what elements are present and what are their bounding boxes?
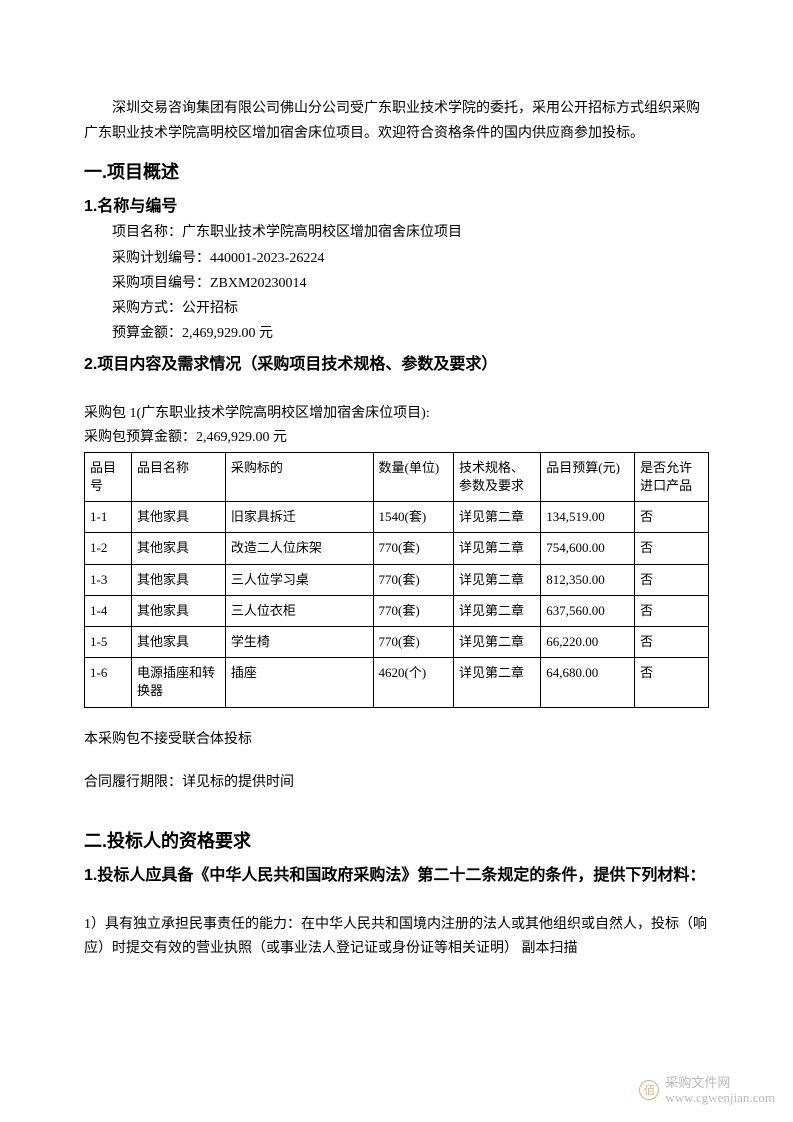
table-cell: 其他家具 bbox=[131, 595, 225, 626]
th-item-no: 品目号 bbox=[85, 452, 132, 501]
table-cell: 134,519.00 bbox=[541, 502, 635, 533]
package-title: 采购包 1(广东职业技术学院高明校区增加宿舍床位项目): bbox=[84, 402, 709, 426]
table-cell: 64,680.00 bbox=[541, 658, 635, 707]
section1-sub2-heading: 2.项目内容及需求情况（采购项目技术规格、参数及要求） bbox=[84, 350, 709, 374]
table-cell: 详见第二章 bbox=[454, 595, 541, 626]
table-cell: 1-1 bbox=[85, 502, 132, 533]
table-cell: 否 bbox=[635, 627, 709, 658]
table-cell: 否 bbox=[635, 658, 709, 707]
section2-title: 二.投标人的资格要求 bbox=[84, 827, 709, 853]
table-cell: 1-5 bbox=[85, 627, 132, 658]
method-line: 采购方式：公开招标 bbox=[84, 296, 709, 321]
table-cell: 1-3 bbox=[85, 564, 132, 595]
table-cell: 其他家具 bbox=[131, 502, 225, 533]
package-budget: 采购包预算金额：2,469,929.00 元 bbox=[84, 426, 709, 450]
contract-period-note: 合同履行期限：详见标的提供时间 bbox=[84, 771, 709, 795]
table-cell: 754,600.00 bbox=[541, 533, 635, 564]
table-cell: 812,350.00 bbox=[541, 564, 635, 595]
table-cell: 其他家具 bbox=[131, 627, 225, 658]
table-row: 1-1其他家具旧家具拆迁1540(套)详见第二章134,519.00否 bbox=[85, 502, 709, 533]
project-name-line: 项目名称：广东职业技术学院高明校区增加宿舍床位项目 bbox=[84, 220, 709, 245]
th-target: 采购标的 bbox=[225, 452, 373, 501]
table-row: 1-2其他家具改造二人位床架770(套)详见第二章754,600.00否 bbox=[85, 533, 709, 564]
table-cell: 4620(个) bbox=[373, 658, 454, 707]
table-row: 1-5其他家具学生椅770(套)详见第二章66,220.00否 bbox=[85, 627, 709, 658]
table-cell: 否 bbox=[635, 595, 709, 626]
section2-sub1-heading: 1.投标人应具备《中华人民共和国政府采购法》第二十二条规定的条件，提供下列材料： bbox=[84, 861, 709, 885]
table-cell: 详见第二章 bbox=[454, 502, 541, 533]
watermark-icon: 佰 bbox=[639, 1080, 659, 1100]
table-cell: 三人位衣柜 bbox=[225, 595, 373, 626]
table-cell: 770(套) bbox=[373, 533, 454, 564]
proj-no-line: 采购项目编号：ZBXM20230014 bbox=[84, 271, 709, 296]
watermark-text: 采购文件网 www.cgwenjian.com bbox=[665, 1075, 775, 1106]
no-consortium-note: 本采购包不接受联合体投标 bbox=[84, 728, 709, 752]
intro-paragraph: 深圳交易咨询集团有限公司佛山分公司受广东职业技术学院的委托，采用公开招标方式组织… bbox=[84, 96, 709, 146]
th-qty: 数量(单位) bbox=[373, 452, 454, 501]
items-table: 品目号 品目名称 采购标的 数量(单位) 技术规格、参数及要求 品目预算(元) … bbox=[84, 452, 709, 708]
table-cell: 770(套) bbox=[373, 627, 454, 658]
table-cell: 其他家具 bbox=[131, 564, 225, 595]
table-cell: 旧家具拆迁 bbox=[225, 502, 373, 533]
table-header-row: 品目号 品目名称 采购标的 数量(单位) 技术规格、参数及要求 品目预算(元) … bbox=[85, 452, 709, 501]
table-cell: 770(套) bbox=[373, 564, 454, 595]
table-cell: 学生椅 bbox=[225, 627, 373, 658]
watermark-line1: 采购文件网 bbox=[665, 1075, 730, 1090]
table-cell: 插座 bbox=[225, 658, 373, 707]
watermark-line2: www.cgwenjian.com bbox=[665, 1090, 775, 1105]
table-row: 1-3其他家具三人位学习桌770(套)详见第二章812,350.00否 bbox=[85, 564, 709, 595]
table-cell: 1-6 bbox=[85, 658, 132, 707]
th-item-name: 品目名称 bbox=[131, 452, 225, 501]
table-cell: 770(套) bbox=[373, 595, 454, 626]
th-budget: 品目预算(元) bbox=[541, 452, 635, 501]
table-cell: 否 bbox=[635, 502, 709, 533]
table-row: 1-4其他家具三人位衣柜770(套)详见第二章637,560.00否 bbox=[85, 595, 709, 626]
th-import: 是否允许进口产品 bbox=[635, 452, 709, 501]
th-spec: 技术规格、参数及要求 bbox=[454, 452, 541, 501]
table-cell: 1540(套) bbox=[373, 502, 454, 533]
table-cell: 改造二人位床架 bbox=[225, 533, 373, 564]
budget-line: 预算金额：2,469,929.00 元 bbox=[84, 321, 709, 346]
table-cell: 电源插座和转换器 bbox=[131, 658, 225, 707]
watermark: 佰 采购文件网 www.cgwenjian.com bbox=[639, 1075, 775, 1106]
table-cell: 1-2 bbox=[85, 533, 132, 564]
plan-no-line: 采购计划编号：440001-2023-26224 bbox=[84, 246, 709, 271]
table-cell: 1-4 bbox=[85, 595, 132, 626]
table-cell: 否 bbox=[635, 533, 709, 564]
table-cell: 其他家具 bbox=[131, 533, 225, 564]
table-cell: 详见第二章 bbox=[454, 658, 541, 707]
table-cell: 详见第二章 bbox=[454, 533, 541, 564]
table-cell: 三人位学习桌 bbox=[225, 564, 373, 595]
table-cell: 详见第二章 bbox=[454, 627, 541, 658]
table-row: 1-6电源插座和转换器插座4620(个)详见第二章64,680.00否 bbox=[85, 658, 709, 707]
table-cell: 否 bbox=[635, 564, 709, 595]
qualification-item1: 1）具有独立承担民事责任的能力：在中华人民共和国境内注册的法人或其他组织或自然人… bbox=[84, 913, 709, 961]
table-cell: 637,560.00 bbox=[541, 595, 635, 626]
section1-title: 一.项目概述 bbox=[84, 158, 709, 184]
section1-sub1-heading: 1.名称与编号 bbox=[84, 192, 709, 216]
table-cell: 详见第二章 bbox=[454, 564, 541, 595]
table-cell: 66,220.00 bbox=[541, 627, 635, 658]
